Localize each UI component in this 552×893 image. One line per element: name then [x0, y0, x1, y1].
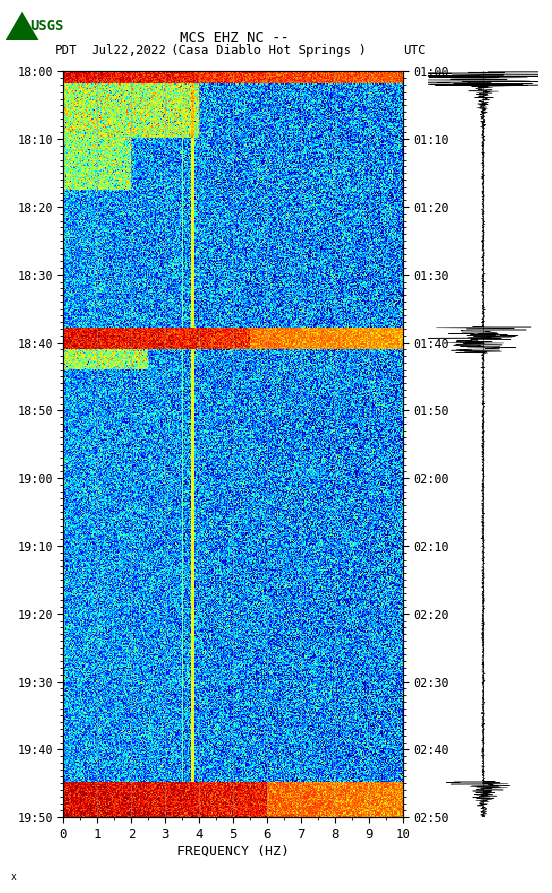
Text: USGS: USGS	[30, 19, 64, 33]
X-axis label: FREQUENCY (HZ): FREQUENCY (HZ)	[177, 845, 289, 857]
Polygon shape	[6, 12, 39, 40]
Text: UTC: UTC	[403, 44, 426, 56]
Text: (Casa Diablo Hot Springs ): (Casa Diablo Hot Springs )	[171, 44, 366, 56]
Text: MCS EHZ NC --: MCS EHZ NC --	[180, 30, 289, 45]
Text: x: x	[11, 872, 17, 882]
Text: PDT: PDT	[55, 44, 78, 56]
Text: Jul22,2022: Jul22,2022	[91, 44, 166, 56]
